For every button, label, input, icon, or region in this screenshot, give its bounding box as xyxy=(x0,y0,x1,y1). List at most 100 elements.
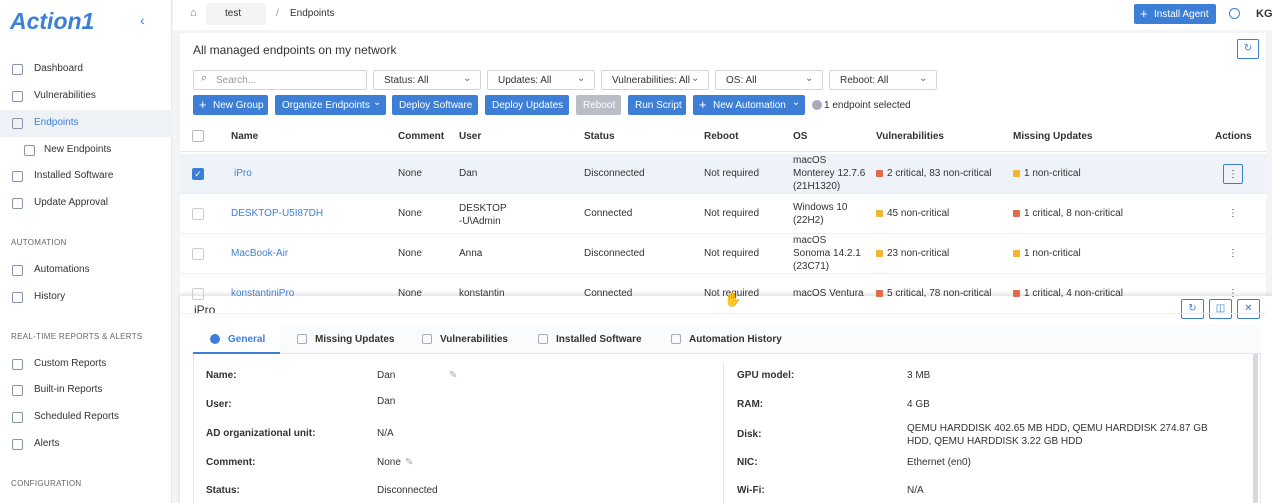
row-checkbox[interactable] xyxy=(192,248,204,260)
filter-label[interactable]: OS: All xyxy=(726,75,757,86)
column-header[interactable]: Actions xyxy=(1215,131,1252,142)
action-button[interactable] xyxy=(392,95,478,115)
nav-item[interactable]: Endpoints xyxy=(34,117,79,128)
detail-refresh[interactable]: ↻ xyxy=(1181,299,1204,319)
cell-vulnerabilities[interactable]: 5 critical, 78 non-critical xyxy=(887,288,992,299)
nav-item[interactable]: New Endpoints xyxy=(44,144,112,155)
tab-label[interactable]: Installed Software xyxy=(556,334,642,345)
logo[interactable]: Action1 xyxy=(10,8,95,34)
nav-item[interactable]: Automations xyxy=(34,264,90,275)
table-row[interactable] xyxy=(180,234,1266,274)
nav-item[interactable]: Dashboard xyxy=(34,63,83,74)
action-button[interactable] xyxy=(576,95,621,115)
row-actions[interactable]: ⋮ xyxy=(1223,164,1243,184)
cell-os: macOS xyxy=(793,235,827,246)
row-actions[interactable]: ⋮ xyxy=(1228,248,1238,259)
action-button[interactable] xyxy=(193,95,268,115)
action-button[interactable] xyxy=(275,95,386,115)
button-label[interactable]: New Group xyxy=(213,100,264,111)
cell-name[interactable]: DESKTOP-U5I87DH xyxy=(231,208,324,219)
filter-caret: ⌄ xyxy=(919,73,928,84)
cell-vulnerabilities[interactable]: 45 non-critical xyxy=(887,208,950,219)
column-header[interactable]: Missing Updates xyxy=(1013,131,1093,142)
table-row[interactable] xyxy=(180,274,1266,314)
tab-label[interactable]: Missing Updates xyxy=(315,334,395,345)
action-button[interactable] xyxy=(628,95,686,115)
filter-select[interactable] xyxy=(373,70,481,90)
column-header[interactable]: User xyxy=(459,131,482,142)
row-actions[interactable]: ⋮ xyxy=(1228,288,1238,299)
table-row[interactable] xyxy=(180,154,1266,194)
install-agent-label[interactable]: Install Agent xyxy=(1154,9,1209,20)
row-checkbox[interactable]: ✓ xyxy=(192,168,204,180)
cell-os: (21H1320) xyxy=(793,181,841,192)
filter-select[interactable] xyxy=(715,70,823,90)
column-header[interactable]: Name xyxy=(231,131,259,142)
filter-label[interactable]: Status: All xyxy=(384,75,429,86)
action-button[interactable] xyxy=(693,95,805,115)
button-label[interactable]: Run Script xyxy=(635,100,682,111)
org-selector[interactable] xyxy=(206,3,266,25)
column-header[interactable]: Comment xyxy=(398,131,445,142)
filter-label[interactable]: Vulnerabilities: All xyxy=(612,75,691,86)
row-checkbox[interactable] xyxy=(192,288,204,300)
column-header[interactable]: Reboot xyxy=(704,131,739,142)
cell-name[interactable]: konstantiniPro xyxy=(231,288,295,299)
cell-missing[interactable]: 1 non-critical xyxy=(1024,248,1081,259)
nav-item[interactable]: Update Approval xyxy=(34,197,108,208)
filter-select[interactable] xyxy=(829,70,937,90)
column-header[interactable]: Vulnerabilities xyxy=(876,131,944,142)
row-actions[interactable]: ⋮ xyxy=(1228,208,1238,219)
selection-clear-icon[interactable] xyxy=(812,100,822,110)
user-avatar[interactable]: KG xyxy=(1256,8,1272,20)
button-label[interactable]: Organize Endpoints xyxy=(282,100,370,111)
cell-name[interactable]: iPro xyxy=(234,168,252,179)
nav-icon xyxy=(12,439,23,450)
nav-item[interactable]: Installed Software xyxy=(34,170,114,181)
column-header[interactable]: Status xyxy=(584,131,615,142)
action-button[interactable] xyxy=(485,95,569,115)
filter-select[interactable] xyxy=(601,70,709,90)
org-name[interactable]: test xyxy=(225,8,242,19)
cell-vulnerabilities[interactable]: 23 non-critical xyxy=(887,248,950,259)
tab-label[interactable]: Vulnerabilities xyxy=(440,334,508,345)
button-label[interactable]: Deploy Software xyxy=(399,100,473,111)
column-header[interactable]: OS xyxy=(793,131,808,142)
nav-item[interactable]: Scheduled Reports xyxy=(34,411,120,423)
edit-icon[interactable]: ✎ xyxy=(405,457,414,468)
tab[interactable] xyxy=(193,325,280,354)
detail-expand[interactable]: ◫ xyxy=(1209,299,1232,319)
header-checkbox[interactable] xyxy=(192,130,204,142)
table-row[interactable] xyxy=(180,194,1266,234)
filter-select[interactable] xyxy=(487,70,595,90)
tab-label[interactable]: General xyxy=(228,334,266,345)
nav-item[interactable]: Alerts xyxy=(34,438,60,449)
tab-label[interactable]: Automation History xyxy=(689,334,782,345)
button-label[interactable]: New Automation xyxy=(713,100,786,111)
button-label[interactable]: Reboot xyxy=(583,100,616,111)
nav-item[interactable]: History xyxy=(34,290,66,302)
detail-close[interactable]: ✕ xyxy=(1237,299,1260,319)
install-agent-button[interactable] xyxy=(1134,4,1216,24)
search-placeholder[interactable]: Search... xyxy=(216,75,257,86)
refresh-button[interactable]: ↻ xyxy=(1237,39,1259,59)
filter-label[interactable]: Updates: All xyxy=(498,75,552,86)
home-icon[interactable]: ⌂ xyxy=(190,7,197,19)
filter-label[interactable]: Reboot: All xyxy=(840,75,889,86)
tab-icon xyxy=(210,334,220,344)
cell-vulnerabilities[interactable]: 2 critical, 83 non-critical xyxy=(887,168,992,179)
button-label[interactable]: Deploy Updates xyxy=(492,100,564,111)
cell-missing[interactable]: 1 non-critical xyxy=(1024,168,1081,179)
help-icon[interactable] xyxy=(1229,8,1240,19)
search-box[interactable] xyxy=(193,70,367,90)
nav-item[interactable]: Vulnerabilities xyxy=(34,90,96,101)
row-checkbox[interactable] xyxy=(192,208,204,220)
nav-item[interactable]: Custom Reports xyxy=(34,357,107,369)
cell-missing[interactable]: 1 critical, 8 non-critical xyxy=(1024,208,1123,219)
edit-icon[interactable]: ✎ xyxy=(449,370,458,381)
nav-section-title: CONFIGURATION xyxy=(11,478,82,488)
collapse-icon[interactable]: ‹ xyxy=(140,12,145,28)
cell-name[interactable]: MacBook-Air xyxy=(231,248,289,259)
nav-item[interactable]: Built-in Reports xyxy=(34,384,103,396)
cell-missing[interactable]: 1 critical, 4 non-critical xyxy=(1024,288,1123,299)
